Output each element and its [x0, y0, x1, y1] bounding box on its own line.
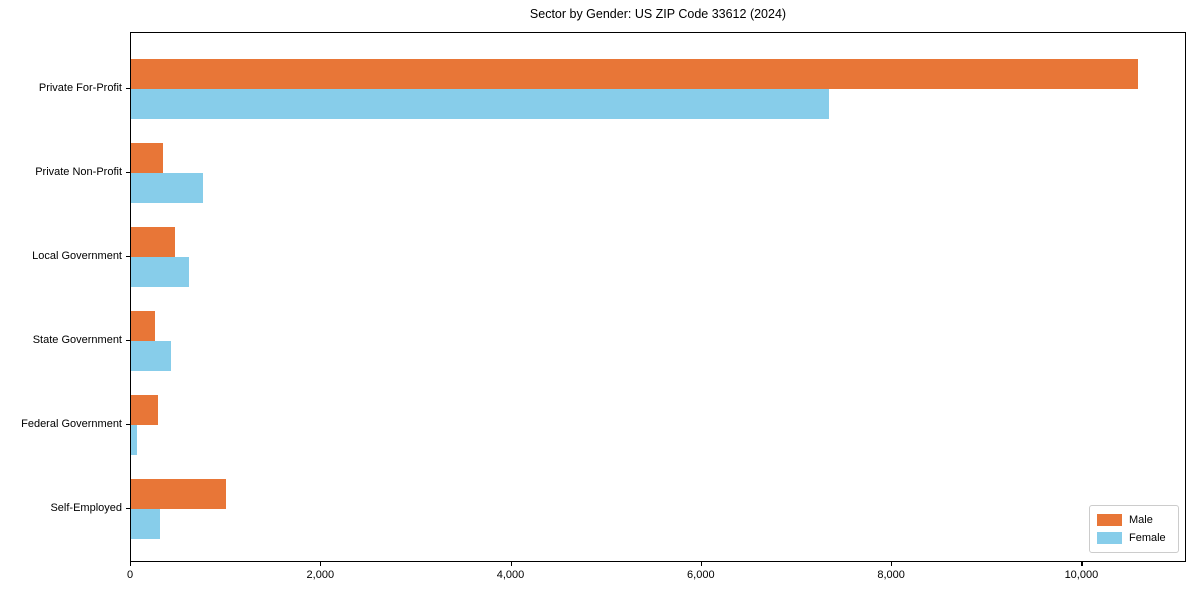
x-tick-label: 2,000 — [306, 569, 335, 581]
y-tick-label: Private For-Profit — [38, 82, 122, 94]
bar-female-4 — [131, 424, 137, 455]
x-tick-label: 10,000 — [1064, 569, 1099, 581]
y-tick-mark — [126, 88, 130, 90]
bar-female-2 — [131, 256, 189, 287]
y-tick-label: State Government — [32, 333, 122, 346]
bar-female-3 — [131, 340, 171, 371]
y-tick-mark — [126, 255, 130, 257]
legend-swatch-male — [1097, 514, 1122, 526]
y-tick-label: Self-Employed — [50, 501, 122, 514]
bar-male-0 — [131, 59, 1138, 89]
x-tick-mark — [700, 562, 702, 566]
chart-title: Sector by Gender: US ZIP Code 33612 (202… — [529, 7, 787, 21]
bar-female-1 — [131, 172, 204, 203]
bar-male-3 — [131, 310, 155, 341]
x-tick-label: 4,000 — [496, 569, 525, 581]
x-tick-mark — [130, 562, 132, 566]
legend-item-female: Female — [1097, 529, 1171, 547]
y-tick-mark — [126, 339, 130, 341]
legend-label: Female — [1129, 532, 1166, 544]
x-tick-label: 6,000 — [687, 569, 715, 581]
y-tick-label: Local Government — [32, 249, 122, 262]
y-tick-label: Federal Government — [21, 417, 122, 430]
plot-area — [130, 32, 1186, 562]
bar-male-1 — [131, 142, 164, 173]
bar-female-0 — [131, 89, 830, 119]
x-tick-mark — [891, 562, 893, 566]
y-tick-mark — [126, 171, 130, 174]
y-tick-label: Private Non-Profit — [35, 165, 122, 178]
legend-swatch-female — [1097, 532, 1122, 544]
y-tick-mark — [126, 423, 130, 425]
bar-male-5 — [131, 478, 227, 509]
x-tick-mark — [510, 562, 512, 566]
bar-male-2 — [131, 226, 175, 257]
legend: Male Female — [1089, 505, 1179, 553]
x-tick-mark — [320, 562, 322, 566]
legend-label: Male — [1129, 514, 1153, 526]
x-tick-mark — [1081, 562, 1083, 566]
x-tick-label: 0 — [126, 569, 134, 581]
y-tick-mark — [126, 507, 130, 509]
x-tick-label: 8,000 — [877, 569, 905, 581]
bar-male-4 — [131, 394, 158, 425]
legend-item-male: Male — [1097, 511, 1171, 529]
bar-female-5 — [131, 508, 160, 539]
